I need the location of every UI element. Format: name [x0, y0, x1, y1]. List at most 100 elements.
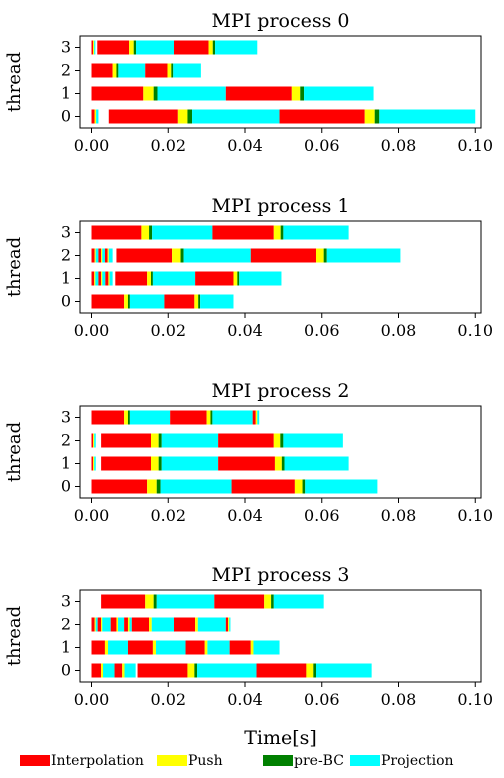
bar-projection	[94, 456, 96, 471]
bar-interpolation	[91, 410, 125, 425]
bar-push	[233, 271, 238, 286]
bar-pre-bc	[187, 109, 193, 124]
bar-interpolation	[231, 479, 295, 494]
x-tick-label: 0.04	[227, 506, 263, 525]
bar-push	[273, 433, 281, 448]
bar-interpolation	[104, 248, 108, 263]
bar-push	[108, 271, 110, 286]
axes-frame	[79, 405, 482, 499]
bar-interpolation	[131, 617, 150, 632]
x-tick-label: 0.02	[150, 321, 186, 340]
bar-projection	[108, 248, 113, 263]
bar-projection	[197, 663, 257, 678]
x-axis-label: Time[s]	[244, 727, 317, 749]
bar-interpolation	[91, 294, 125, 309]
bar-push	[93, 40, 95, 55]
bar-projection	[96, 109, 99, 124]
bar-interpolation	[225, 86, 292, 101]
bar-push	[147, 479, 157, 494]
bar-pre-bc	[149, 225, 153, 240]
bar-projection	[103, 663, 115, 678]
bar-interpolation	[225, 617, 229, 632]
x-tick-label: 0.02	[150, 690, 186, 709]
bar-projection	[326, 248, 401, 263]
bar-interpolation	[101, 456, 151, 471]
bar-projection	[94, 433, 96, 448]
bar-push	[208, 40, 213, 55]
bar-push	[107, 248, 109, 263]
legend-label: Push	[188, 753, 223, 769]
bar-projection	[152, 271, 196, 286]
bar-interpolation	[91, 433, 94, 448]
bar-push	[294, 479, 303, 494]
bar-push	[124, 294, 128, 309]
bar-projection	[102, 248, 105, 263]
bar-projection	[156, 594, 215, 609]
bar-pre-bc	[212, 40, 216, 55]
bar-push	[194, 294, 199, 309]
bar-interpolation	[98, 248, 102, 263]
bar-push	[149, 617, 152, 632]
y-tick-label: 0	[61, 477, 71, 496]
legend-swatch	[20, 755, 50, 766]
bar-push	[129, 40, 134, 55]
x-tick-label: 0.06	[304, 690, 340, 709]
y-tick-label: 2	[61, 246, 71, 265]
bar-pre-bc	[158, 433, 162, 448]
bar-projection	[155, 640, 186, 655]
bar-pre-bc	[198, 294, 201, 309]
y-tick-label: 0	[61, 661, 71, 680]
bar-projection	[316, 663, 372, 678]
bar-projection	[95, 248, 99, 263]
bar-interpolation	[185, 640, 205, 655]
bar-interpolation	[164, 294, 195, 309]
bar-interpolation	[250, 248, 316, 263]
bar-projection	[129, 410, 171, 425]
bar-pre-bc	[153, 86, 158, 101]
bar-pre-bc	[116, 63, 119, 78]
bar-interpolation	[229, 640, 251, 655]
x-tick-label: 0.00	[74, 690, 110, 709]
bar-interpolation	[97, 40, 130, 55]
bar-push	[116, 617, 118, 632]
bar-projection	[192, 109, 280, 124]
x-tick-label: 0.06	[304, 136, 340, 155]
bar-pre-bc	[171, 63, 174, 78]
bar-interpolation	[97, 617, 102, 632]
bar-push	[206, 410, 211, 425]
axes-frame	[79, 35, 482, 129]
bar-projection	[109, 271, 113, 286]
bar-projection	[129, 617, 132, 632]
bar-projection	[151, 617, 175, 632]
bar-interpolation	[174, 617, 196, 632]
y-tick-label: 3	[61, 223, 71, 242]
legend-label: Interpolation	[51, 753, 144, 769]
bar-push	[143, 86, 154, 101]
bar-projection	[212, 410, 253, 425]
bar-projection	[102, 271, 106, 286]
bar-interpolation	[137, 663, 188, 678]
bar-interpolation	[212, 225, 274, 240]
bar-projection	[118, 63, 146, 78]
bar-interpolation	[91, 479, 148, 494]
y-tick-label: 3	[61, 408, 71, 427]
bar-push	[195, 617, 198, 632]
legend-swatch	[350, 755, 380, 766]
panel-title: MPI process 2	[212, 380, 350, 402]
bar-pre-bc	[313, 663, 316, 678]
bar-pre-bc	[180, 248, 184, 263]
x-tick-label: 0.00	[74, 136, 110, 155]
bar-projection	[95, 617, 98, 632]
bar-interpolation	[91, 225, 142, 240]
x-tick-label: 0.00	[74, 321, 110, 340]
bar-interpolation	[91, 271, 95, 286]
bar-push	[94, 617, 96, 632]
bar-projection	[183, 248, 251, 263]
bar-interpolation	[256, 663, 307, 678]
bar-interpolation	[98, 271, 102, 286]
y-tick-label: 3	[61, 592, 71, 611]
bar-interpolation	[195, 271, 234, 286]
bar-pre-bc	[237, 271, 240, 286]
bar-pre-bc	[127, 410, 130, 425]
bar-push	[93, 456, 95, 471]
